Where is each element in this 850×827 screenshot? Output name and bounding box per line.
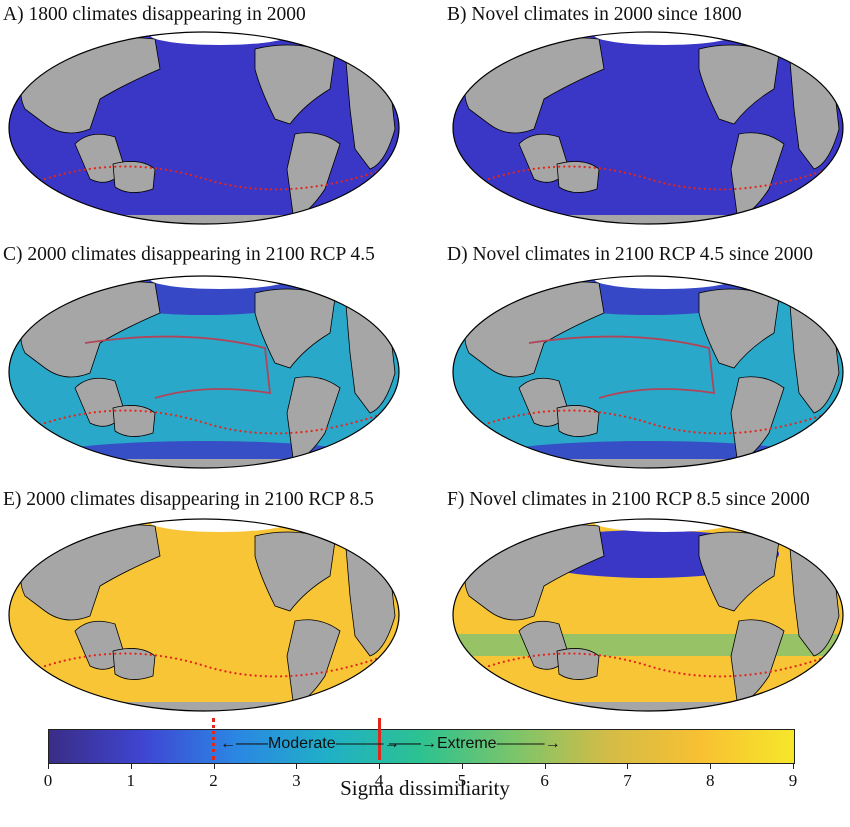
map-panel-b — [452, 31, 844, 225]
ocean-mid-band — [453, 634, 843, 656]
colorbar-title: Sigma dissimiliarity — [340, 776, 510, 800]
colorbar-tick-label: 8 — [705, 771, 715, 790]
panel-c-title: C) 2000 climates disappearing in 2100 RC… — [3, 244, 375, 265]
antarctica-shape — [9, 215, 399, 224]
colorbar-gradient — [48, 729, 795, 764]
antarctica-shape — [9, 702, 399, 711]
panel-d-title: D) Novel climates in 2100 RCP 4.5 since … — [447, 244, 813, 265]
dotted-threshold-contour — [43, 652, 387, 678]
continent-shape — [556, 648, 600, 680]
dotted-threshold-contour — [43, 165, 387, 191]
map-body — [9, 32, 399, 224]
continent-shape — [556, 161, 600, 193]
colorbar-tick-label: 4 — [374, 771, 384, 790]
map-outline — [452, 518, 844, 712]
dotted-threshold-contour — [487, 409, 831, 435]
dotted-threshold-contour — [43, 409, 387, 435]
polar-ice-shape — [150, 276, 290, 289]
antarctica-shape — [453, 702, 843, 711]
map-body — [453, 519, 843, 711]
continent-shape — [254, 531, 336, 612]
colorbar-tick — [461, 763, 463, 769]
colorbar-tick-label: 7 — [623, 771, 632, 790]
colorbar-tick — [213, 763, 215, 769]
map-body — [9, 519, 399, 711]
dotted-threshold-contour — [487, 165, 831, 191]
polar-ice-shape — [594, 32, 734, 45]
continent-shape — [698, 44, 780, 125]
polar-ice-shape — [150, 519, 290, 532]
extreme-arrow-right-icon: ———→ — [496, 735, 561, 752]
colorbar-tick — [48, 763, 49, 769]
colorbar-tick-label: 2 — [209, 771, 218, 790]
solid-threshold-contour — [528, 335, 716, 399]
map-outline — [452, 31, 844, 225]
colorbar-tick — [130, 763, 132, 769]
map-body — [453, 32, 843, 224]
colorbar-tick-label: 6 — [540, 771, 549, 790]
dotted-threshold-contour — [487, 652, 831, 678]
polar-ice-shape — [150, 32, 290, 45]
map-panel-e — [8, 518, 400, 712]
moderate-arrow: ←——Moderate———→ — [220, 735, 400, 753]
map-panel-c — [8, 275, 400, 469]
moderate-label: Moderate — [268, 735, 336, 752]
antarctica-shape — [453, 459, 843, 468]
panel-a-title: A) 1800 climates disappearing in 2000 — [3, 4, 306, 25]
colorbar-tick — [627, 763, 629, 769]
map-panel-a — [8, 31, 400, 225]
continent-shape — [556, 405, 600, 437]
colorbar-tick — [296, 763, 298, 769]
colorbar-tick — [793, 763, 794, 769]
map-body — [9, 276, 399, 468]
continent-shape — [698, 288, 780, 369]
antarctica-shape — [9, 459, 399, 468]
map-panel-f — [452, 518, 844, 712]
antarctica-shape — [453, 215, 843, 224]
moderate-arrow-left-icon: ←—— — [220, 735, 268, 752]
map-panel-d — [452, 275, 844, 469]
continent-shape — [698, 531, 780, 612]
extreme-arrow: ——→Extreme———→ — [389, 735, 561, 753]
continent-shape — [112, 161, 156, 193]
dotted-threshold-line — [212, 718, 215, 760]
solid-threshold-line — [378, 718, 381, 760]
continent-shape — [254, 288, 336, 369]
continent-shape — [254, 44, 336, 125]
continent-shape — [112, 405, 156, 437]
colorbar-tick-label: 9 — [788, 771, 798, 790]
extreme-label: Extreme — [437, 735, 497, 752]
colorbar-tick — [710, 763, 712, 769]
colorbar-tick — [544, 763, 546, 769]
moderate-arrow-right-icon: ———→ — [335, 735, 400, 752]
colorbar-tick-label: 5 — [457, 771, 467, 790]
colorbar-tick-label: 3 — [292, 771, 301, 790]
colorbar-tick — [379, 763, 381, 769]
colorbar-tick-label: 0 — [43, 771, 53, 790]
panel-f-title: F) Novel climates in 2100 RCP 8.5 since … — [447, 489, 810, 510]
panel-b-title: B) Novel climates in 2000 since 1800 — [447, 4, 742, 25]
map-outline — [452, 275, 844, 469]
colorbar-tick-label: 1 — [126, 771, 136, 790]
continent-shape — [112, 648, 156, 680]
map-outline — [8, 518, 400, 712]
map-outline — [8, 31, 400, 225]
polar-ice-shape — [594, 276, 734, 289]
map-body — [453, 276, 843, 468]
extreme-arrow-left-icon: ——→ — [389, 735, 437, 752]
solid-threshold-contour — [84, 335, 272, 399]
polar-ice-shape — [594, 519, 734, 532]
map-outline — [8, 275, 400, 469]
panel-e-title: E) 2000 climates disappearing in 2100 RC… — [3, 489, 374, 510]
